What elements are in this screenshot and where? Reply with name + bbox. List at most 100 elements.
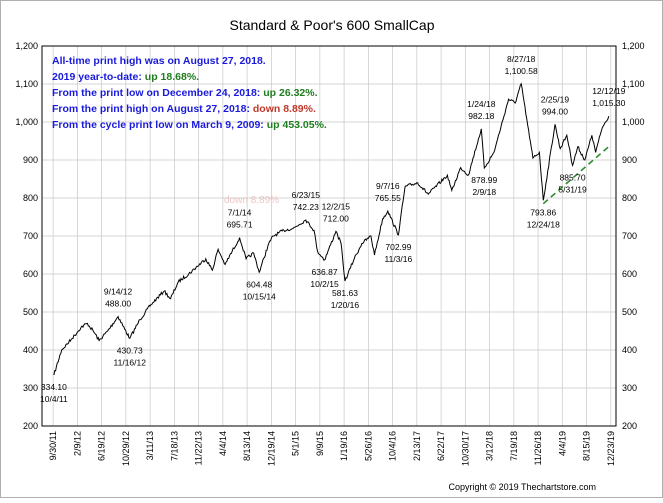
info-line-value: up 26.32%. <box>263 87 317 99</box>
copyright-text: Copyright © 2019 Thechartstore.com <box>448 482 596 492</box>
y-tick-label: 800 <box>23 193 38 203</box>
y-tick-label-right: 1,000 <box>622 117 645 127</box>
x-tick-label: 5/1/15 <box>291 431 301 456</box>
annotation-value: 982.18 <box>468 111 494 121</box>
info-line-text: From the cycle print low on March 9, 200… <box>52 119 267 131</box>
x-tick-label: 11/26/18 <box>533 431 543 465</box>
info-line-value: up 18.68%. <box>145 71 199 83</box>
annotation-date: 10/15/14 <box>243 291 276 301</box>
annotation-value: 334.10 <box>41 382 67 392</box>
y-tick-label: 900 <box>23 155 38 165</box>
info-line: From the print high on August 27, 2018: … <box>52 103 316 115</box>
y-tick-label: 700 <box>23 231 38 241</box>
info-line: All-time print high was on August 27, 20… <box>52 55 266 67</box>
x-tick-label: 7/18/13 <box>169 431 179 461</box>
x-tick-label: 2/9/12 <box>72 431 82 456</box>
info-line-text: From the print high on August 27, 2018: <box>52 103 253 115</box>
annotation-date: 11/3/16 <box>385 254 413 264</box>
faint-annotation: down 8.89% <box>224 195 279 206</box>
annotation-date: 8/27/18 <box>507 54 536 64</box>
annotation-value: 712.00 <box>323 213 349 223</box>
annotation-date: 10/4/11 <box>40 394 68 404</box>
support-trendline <box>542 144 612 205</box>
x-tick-label: 12/19/14 <box>266 431 276 466</box>
y-tick-label-right: 300 <box>622 383 637 393</box>
y-tick-label: 1,000 <box>15 117 38 127</box>
annotation-date: 12/2/15 <box>322 201 351 211</box>
y-tick-label: 1,200 <box>15 41 38 51</box>
y-tick-label-right: 200 <box>622 421 637 431</box>
annotation-date: 11/16/12 <box>114 357 147 367</box>
y-tick-label-right: 800 <box>622 193 637 203</box>
annotation-value: 994.00 <box>542 106 568 116</box>
x-tick-label: 4/4/19 <box>557 431 567 456</box>
annotation-value: 581.63 <box>332 288 358 298</box>
x-tick-label: 9/30/11 <box>48 431 58 460</box>
info-line: 2019 year-to-date: up 18.68%. <box>52 71 199 83</box>
annotation-value: 742.23 <box>293 202 319 212</box>
y-tick-label-right: 700 <box>622 231 637 241</box>
annotation-date: 9/14/12 <box>104 287 133 297</box>
y-axis-right: 200 300 400 500 600 700 800 900 1,000 1,100 1,200 <box>622 41 645 431</box>
annotation-date: 12/12/19 <box>592 86 625 96</box>
x-tick-label: 3/11/13 <box>145 431 155 460</box>
x-tick-label: 9/9/15 <box>315 431 325 456</box>
y-tick-label: 200 <box>23 421 38 431</box>
x-tick-label: 2/13/17 <box>412 431 422 461</box>
annotation-value: 1,015.30 <box>592 98 625 108</box>
y-tick-label-right: 600 <box>622 269 637 279</box>
annotation-value: 695.71 <box>227 220 253 230</box>
x-tick-label: 4/4/14 <box>218 431 228 456</box>
annotation-value: 793.86 <box>530 207 556 217</box>
x-tick-label: 3/12/18 <box>485 431 495 461</box>
annotation-date: 7/1/14 <box>228 208 252 218</box>
annotation-date: 1/24/18 <box>467 99 496 109</box>
annotation-value: 430.73 <box>117 345 143 355</box>
info-line-text: 2019 year-to-date: <box>52 71 145 83</box>
annotation-date: 12/24/18 <box>527 219 560 229</box>
annotation-value: 878.99 <box>471 175 497 185</box>
x-tick-label: 10/30/17 <box>460 431 470 466</box>
x-tick-label: 6/22/17 <box>436 431 446 461</box>
info-line: From the print low on December 24, 2018:… <box>52 87 318 99</box>
x-tick-label: 10/4/16 <box>388 431 398 461</box>
annotation-value: 1,100.58 <box>505 66 538 76</box>
x-tick-label: 8/13/14 <box>242 431 252 461</box>
y-tick-label-right: 1,200 <box>622 41 645 51</box>
annotation-value: 765.55 <box>375 193 401 203</box>
annotation-date: 5/31/19 <box>558 184 587 194</box>
info-line-text: All-time print high was on August 27, 20… <box>52 55 266 67</box>
plot-frame <box>41 45 617 427</box>
y-tick-label: 600 <box>23 269 38 279</box>
y-tick-label-right: 400 <box>622 345 637 355</box>
x-tick-label: 10/29/12 <box>121 431 131 466</box>
y-tick-label-right: 1,100 <box>622 79 645 89</box>
y-tick-label: 400 <box>23 345 38 355</box>
x-tick-label: 5/26/16 <box>363 431 373 461</box>
annotation-date: 10/2/15 <box>310 279 339 289</box>
annotation-value: 702.99 <box>385 242 411 252</box>
annotation-date: 1/20/16 <box>331 300 360 310</box>
y-tick-label-right: 500 <box>622 307 637 317</box>
info-box: All-time print high was on August 27, 20… <box>52 55 327 131</box>
y-tick-label: 500 <box>23 307 38 317</box>
annotations: 334.10 10/4/11 9/14/12 488.00 430.73 11/16/12… <box>40 54 626 404</box>
info-line-value: up 453.05%. <box>267 119 327 131</box>
chart-title: Standard & Poor's 600 SmallCap <box>229 17 434 33</box>
info-line: From the cycle print low on March 9, 200… <box>52 119 327 131</box>
info-line-value: down 8.89%. <box>253 103 316 115</box>
annotation-value: 488.00 <box>105 299 131 309</box>
x-tick-label: 6/19/12 <box>97 431 107 461</box>
annotation-date: 2/9/18 <box>472 187 496 197</box>
annotation-value: 604.48 <box>246 279 272 289</box>
trendline-group <box>542 144 612 205</box>
info-line-text: From the print low on December 24, 2018: <box>52 87 263 99</box>
x-tick-label: 1/19/16 <box>339 431 349 461</box>
x-axis: 9/30/11 2/9/12 6/19/12 10/29/12 3/11/13 7/18/… <box>48 431 616 466</box>
annotation-date: 6/23/15 <box>292 190 321 200</box>
x-tick-label: 11/22/13 <box>194 431 204 465</box>
price-line <box>53 82 610 376</box>
annotation-date: 9/7/16 <box>376 181 400 191</box>
